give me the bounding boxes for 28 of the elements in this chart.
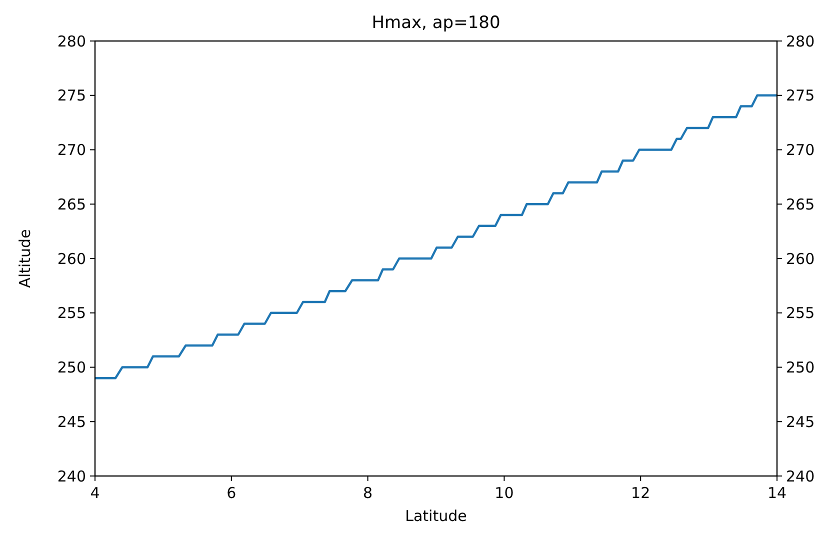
y-tick-label: 255 [57,304,86,322]
y-tick-label: 275 [57,86,86,105]
y-tick-label: 280 [57,32,86,50]
x-tick-label: 12 [631,484,650,502]
y-tick-label: 240 [57,467,86,486]
x-axis-title: Latitude [405,507,467,525]
x-tick-label: 4 [90,484,100,502]
y2-tick-label: 250 [786,358,815,376]
y2-tick-label: 255 [786,304,815,322]
y2-tick-label: 270 [786,141,815,159]
line-series [94,94,778,380]
y-tick-label: 265 [57,195,86,214]
y2-tick-label: 240 [786,467,815,486]
y-tick-label: 260 [57,250,86,268]
chart-title: Hmax, ap=180 [372,13,500,33]
y2-tick-label: 280 [786,32,815,50]
y-tick-label: 270 [57,141,86,159]
y-axis-title: Altitude [16,229,34,288]
y2-tick-label: 275 [786,86,815,105]
x-tick-label: 14 [767,484,787,502]
x-tick-label: 6 [226,484,236,502]
y-tick-label: 250 [57,358,86,376]
x-tick-label: 8 [363,484,373,502]
x-tick-label: 10 [494,484,514,502]
y-tick-label: 245 [57,412,86,431]
y2-tick-label: 260 [786,250,815,268]
y2-tick-label: 265 [786,195,815,214]
y2-tick-label: 245 [786,412,815,431]
